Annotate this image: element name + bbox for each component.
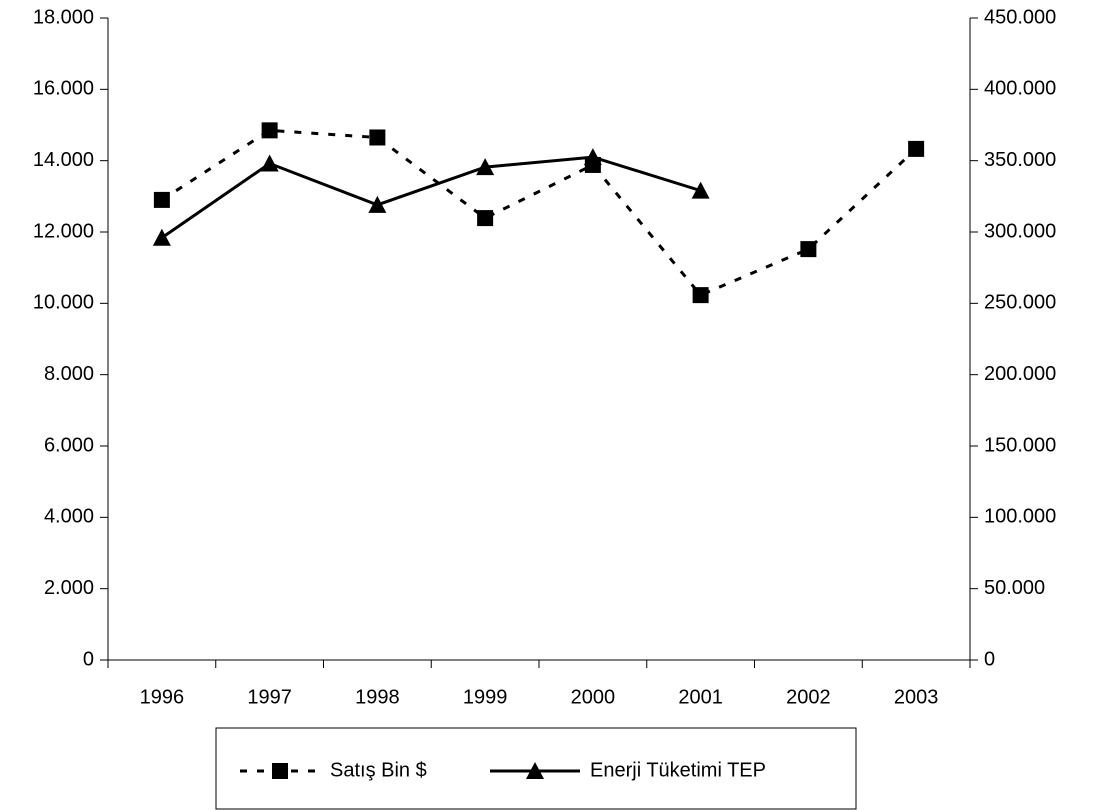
y-tick-label: 0 <box>83 648 94 670</box>
y2-tick-label: 400.000 <box>984 78 1056 100</box>
marker <box>691 181 710 199</box>
marker <box>476 158 495 176</box>
y2-tick-label: 150.000 <box>984 434 1056 456</box>
x-tick-label: 1999 <box>463 686 508 708</box>
legend-label: Enerji Tüketimi TEP <box>590 759 766 781</box>
x-tick-label: 2003 <box>894 686 939 708</box>
y-tick-label: 14.000 <box>33 149 94 171</box>
y2-tick-label: 450.000 <box>984 6 1056 28</box>
y2-tick-label: 250.000 <box>984 292 1056 314</box>
legend-label: Satış Bin $ <box>330 759 427 781</box>
x-tick-label: 2002 <box>786 686 831 708</box>
marker <box>368 195 387 213</box>
x-tick-label: 2001 <box>678 686 723 708</box>
marker <box>692 287 709 304</box>
x-tick-label: 1998 <box>355 686 400 708</box>
x-tick-label: 1996 <box>140 686 185 708</box>
marker <box>800 241 817 258</box>
legend-marker <box>526 762 544 779</box>
marker <box>260 154 279 172</box>
marker <box>152 228 171 246</box>
marker <box>369 129 386 146</box>
y2-tick-label: 300.000 <box>984 220 1056 242</box>
y2-tick-label: 200.000 <box>984 363 1056 385</box>
legend-marker <box>272 763 288 779</box>
y2-tick-label: 100.000 <box>984 506 1056 528</box>
y-tick-label: 2.000 <box>44 577 94 599</box>
x-tick-label: 1997 <box>247 686 292 708</box>
series-line <box>161 155 702 239</box>
y2-tick-label: 350.000 <box>984 149 1056 171</box>
series-line <box>161 128 918 297</box>
y-tick-label: 8.000 <box>44 363 94 385</box>
marker <box>261 122 278 139</box>
y2-tick-label: 50.000 <box>984 577 1045 599</box>
y2-tick-label: 0 <box>984 648 995 670</box>
marker <box>908 140 925 157</box>
marker <box>583 148 602 166</box>
marker <box>477 210 494 227</box>
y-tick-label: 12.000 <box>33 220 94 242</box>
y-tick-label: 18.000 <box>33 6 94 28</box>
y-tick-label: 10.000 <box>33 292 94 314</box>
y-tick-label: 4.000 <box>44 506 94 528</box>
y-tick-label: 6.000 <box>44 434 94 456</box>
x-tick-label: 2000 <box>571 686 616 708</box>
y-tick-label: 16.000 <box>33 78 94 100</box>
marker <box>153 191 170 208</box>
